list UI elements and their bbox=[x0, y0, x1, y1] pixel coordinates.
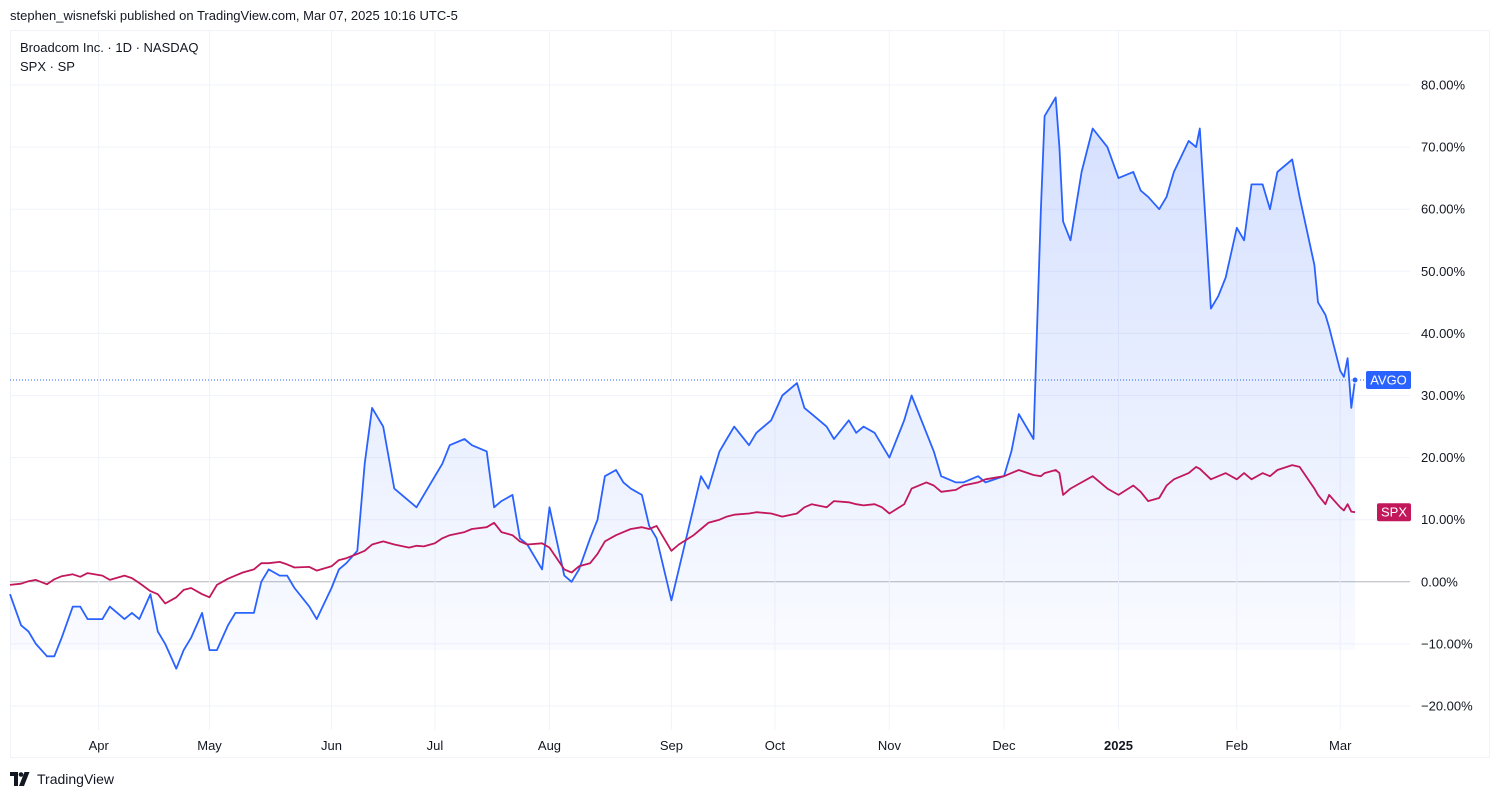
price-badge-bg bbox=[1377, 503, 1411, 522]
y-tick-label: 60.00% bbox=[1421, 202, 1466, 217]
y-tick-label: 50.00% bbox=[1421, 264, 1466, 279]
series-line-spx bbox=[9, 464, 1356, 605]
x-tick-label: Dec bbox=[992, 738, 1016, 753]
price-badge-avgo: AVGO bbox=[1366, 370, 1411, 389]
price-badge-spx: SPX bbox=[1377, 503, 1411, 522]
x-tick-label: Mar bbox=[1329, 738, 1352, 753]
avgo-last-point bbox=[1351, 376, 1359, 384]
x-tick-label: Jun bbox=[321, 738, 342, 753]
y-tick-label: 30.00% bbox=[1421, 388, 1466, 403]
price-badge-label: SPX bbox=[1381, 505, 1407, 520]
y-tick-label: 80.00% bbox=[1421, 78, 1466, 93]
x-tick-label: 2025 bbox=[1104, 738, 1133, 753]
y-tick-label: 20.00% bbox=[1421, 450, 1466, 465]
x-tick-label: Apr bbox=[89, 738, 110, 753]
x-tick-label: Feb bbox=[1226, 738, 1248, 753]
y-tick-label: 40.00% bbox=[1421, 326, 1466, 341]
y-tick-label: −20.00% bbox=[1421, 699, 1473, 714]
price-badge-bg bbox=[1366, 370, 1411, 389]
legend-main-symbol: Broadcom Inc. · 1D · NASDAQ bbox=[20, 40, 199, 55]
tradingview-logo-icon bbox=[10, 772, 30, 786]
chart-legend: Broadcom Inc. · 1D · NASDAQ SPX · SP bbox=[20, 38, 198, 76]
footer-brand: TradingView bbox=[10, 769, 114, 789]
x-tick-label: Jul bbox=[427, 738, 444, 753]
series-line-avgo bbox=[9, 96, 1356, 670]
legend-compare-symbol: SPX · SP bbox=[20, 59, 75, 74]
y-tick-label: 0.00% bbox=[1421, 574, 1458, 589]
tradingview-wordmark: TradingView bbox=[37, 771, 115, 787]
x-tick-label: May bbox=[197, 738, 222, 753]
series-area-avgo bbox=[10, 97, 1355, 669]
x-tick-label: Oct bbox=[765, 738, 786, 753]
y-tick-label: 10.00% bbox=[1421, 512, 1466, 527]
x-tick-label: Aug bbox=[538, 738, 561, 753]
price-badge-label: AVGO bbox=[1370, 372, 1407, 387]
publisher-line: stephen_wisnefski published on TradingVi… bbox=[10, 8, 458, 23]
y-tick-label: 70.00% bbox=[1421, 140, 1466, 155]
x-tick-label: Nov bbox=[878, 738, 902, 753]
chart-frame bbox=[10, 30, 1490, 758]
x-tick-label: Sep bbox=[660, 738, 683, 753]
y-tick-label: −10.00% bbox=[1421, 636, 1473, 651]
